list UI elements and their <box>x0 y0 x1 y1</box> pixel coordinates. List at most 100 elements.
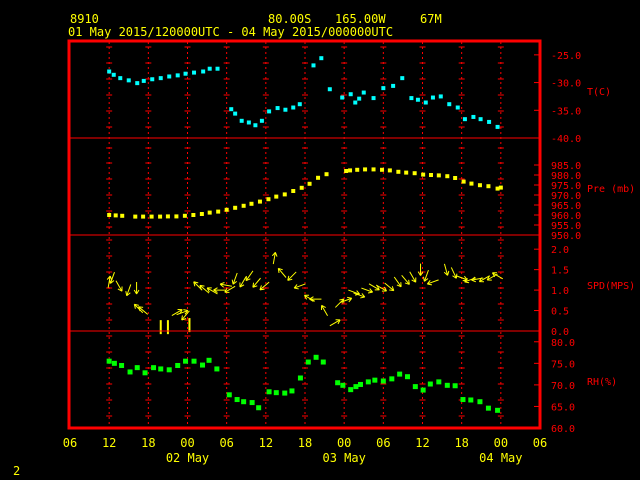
rh-point <box>436 379 442 385</box>
pressure-point <box>233 205 238 210</box>
pressure-axis-label: Pre (mb) <box>587 184 635 195</box>
rh-point <box>249 400 255 406</box>
x-tick-label: 18 <box>141 436 155 450</box>
x-tick-label: 18 <box>454 436 468 450</box>
rh-axis-label: RH(%) <box>587 377 617 388</box>
rh-point <box>404 374 410 380</box>
date-label: 03 May <box>322 451 365 465</box>
y-tick-label: 985.0 <box>551 161 581 172</box>
rh-point <box>427 381 433 387</box>
pressure-point <box>182 213 187 218</box>
pressure-point <box>371 167 376 172</box>
wind-arrow <box>417 263 424 276</box>
wind-arrow <box>213 287 226 293</box>
temperature-point <box>478 117 483 122</box>
rh-point <box>320 359 326 365</box>
rh-point <box>191 358 197 364</box>
rh-point <box>158 366 164 372</box>
y-tick-label: 960.0 <box>551 211 581 222</box>
x-tick-label: 00 <box>494 436 508 450</box>
y-tick-label: 955.0 <box>551 221 581 232</box>
rh-point <box>335 380 341 386</box>
station-longitude: 165.00W <box>335 12 386 26</box>
pressure-point <box>461 179 466 184</box>
wind-arrow <box>138 306 149 315</box>
rh-point <box>389 376 395 382</box>
pressure-point <box>324 172 329 177</box>
pressure-point <box>421 172 426 177</box>
pressure-point <box>174 214 179 219</box>
pressure-point <box>355 167 360 172</box>
rh-point <box>444 382 450 388</box>
y-tick-label: -40.0 <box>551 134 581 145</box>
wind-arrow <box>368 283 380 291</box>
x-tick-label: 00 <box>337 436 351 450</box>
x-tick-label: 12 <box>415 436 429 450</box>
temperature-point <box>246 120 251 125</box>
temperature-point <box>447 102 452 107</box>
temperature-point <box>118 76 123 81</box>
wind-arrow <box>340 296 353 303</box>
y-tick-label: -35.0 <box>551 106 581 117</box>
date-label: 02 May <box>166 451 209 465</box>
rh-point <box>397 371 403 377</box>
temperature-point <box>107 69 112 74</box>
y-tick-label: 1.0 <box>551 286 569 297</box>
rh-point <box>175 362 181 368</box>
temperature-point <box>267 109 272 114</box>
pressure-point <box>241 203 246 208</box>
temperature-point <box>311 63 316 68</box>
pressure-point <box>344 169 349 173</box>
temperature-point <box>207 66 212 71</box>
pressure-point <box>428 173 433 177</box>
rh-point <box>151 365 157 371</box>
temperature-point <box>471 114 476 119</box>
wind-arrow <box>293 283 306 290</box>
rh-point <box>353 384 359 390</box>
temperature-point <box>126 78 131 83</box>
temperature-point <box>495 124 500 129</box>
x-tick-label: 12 <box>102 436 116 450</box>
data-layer <box>106 56 504 413</box>
wind-arrow <box>426 279 439 286</box>
pressure-point <box>191 213 196 217</box>
pressure-point <box>141 214 146 219</box>
temperature-point <box>415 97 420 102</box>
wind-arrow <box>259 281 270 291</box>
y-tick-label: 980.0 <box>551 171 581 182</box>
y-tick-label: 0.5 <box>551 307 569 318</box>
wind-arrow <box>133 282 140 295</box>
y-tick-label: 65.0 <box>551 402 575 413</box>
temperature-point <box>430 95 435 100</box>
wind-arrow <box>491 272 504 280</box>
pressure-point <box>120 213 125 218</box>
pressure-point <box>149 214 154 219</box>
rh-point <box>256 405 262 411</box>
temperature-point <box>438 94 443 99</box>
wind-arrow <box>353 292 366 299</box>
rh-point <box>200 362 206 368</box>
rh-point <box>313 354 319 360</box>
wind-arrow <box>206 287 218 295</box>
rh-point <box>226 392 232 398</box>
temperature-point <box>239 118 244 123</box>
x-tick-label: 06 <box>533 436 547 450</box>
pressure-point <box>257 199 262 204</box>
temperature-point <box>462 117 467 122</box>
pressure-point <box>445 174 450 179</box>
wind-arrow <box>271 251 278 265</box>
pressure-point <box>387 168 392 173</box>
rh-point <box>241 399 247 405</box>
rh-point <box>266 389 272 395</box>
temperature-point <box>409 96 414 101</box>
rh-point <box>485 405 491 411</box>
rh-point <box>166 367 172 373</box>
temperature-point <box>487 119 492 124</box>
pressure-point <box>249 201 254 206</box>
rh-point <box>111 360 117 366</box>
wind-arrow <box>277 267 287 278</box>
wind-arrow <box>176 309 189 316</box>
pressure-point <box>498 185 503 190</box>
y-tick-label: 2.0 <box>551 245 569 256</box>
wind-arrow <box>329 319 341 327</box>
